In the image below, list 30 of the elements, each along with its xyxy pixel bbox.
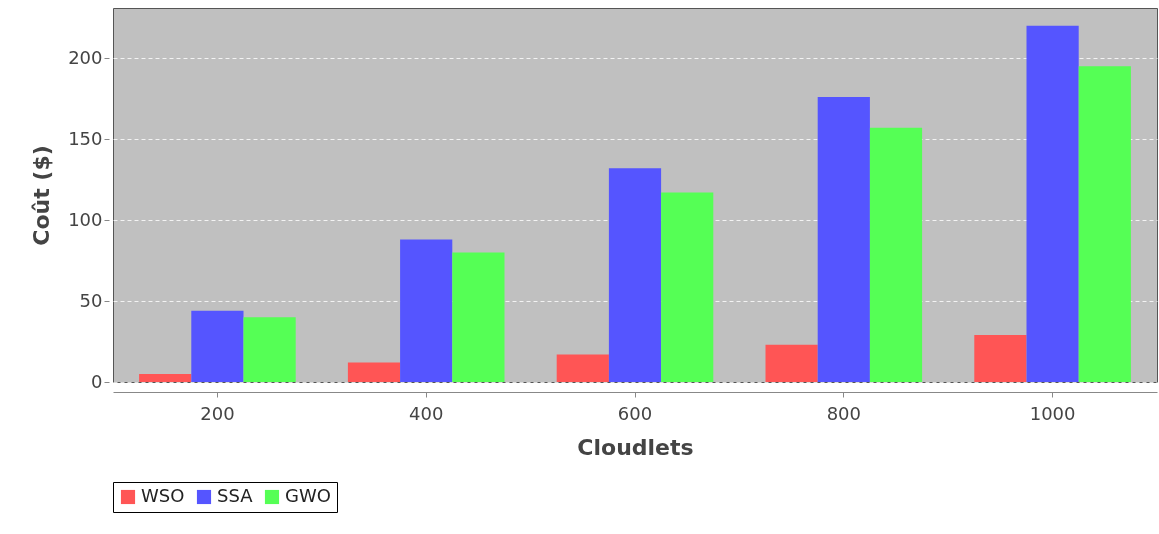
bar (1026, 25, 1079, 382)
legend-label: SSA (217, 485, 254, 506)
x-tick-label: 400 (409, 402, 444, 424)
bar (191, 310, 244, 382)
bar (661, 192, 714, 382)
legend-label: GWO (285, 485, 331, 506)
y-axis-title: Coût ($) (29, 145, 55, 246)
bar (608, 168, 662, 382)
bar (1078, 66, 1131, 382)
bar (974, 335, 1027, 382)
bar (556, 354, 609, 382)
bar (243, 317, 296, 382)
x-tick-label: 600 (617, 402, 653, 424)
bar (869, 127, 923, 382)
x-tick-label: 200 (200, 402, 235, 424)
y-tick-label: 200 (68, 46, 103, 68)
y-tick-label: 50 (79, 289, 103, 311)
x-tick-label: 800 (826, 402, 861, 424)
bar (139, 373, 192, 382)
bar (400, 239, 453, 382)
y-tick-label: 150 (68, 127, 103, 149)
bar (347, 362, 401, 382)
x-tick-label: 1000 (1029, 402, 1076, 424)
bar (765, 344, 818, 382)
y-tick-label: 0 (91, 370, 103, 392)
bar (817, 97, 870, 382)
x-axis-title: Cloudlets (577, 434, 694, 460)
y-tick-label: 100 (68, 208, 103, 230)
legend-label: WSO (141, 485, 185, 506)
bar (452, 252, 505, 382)
